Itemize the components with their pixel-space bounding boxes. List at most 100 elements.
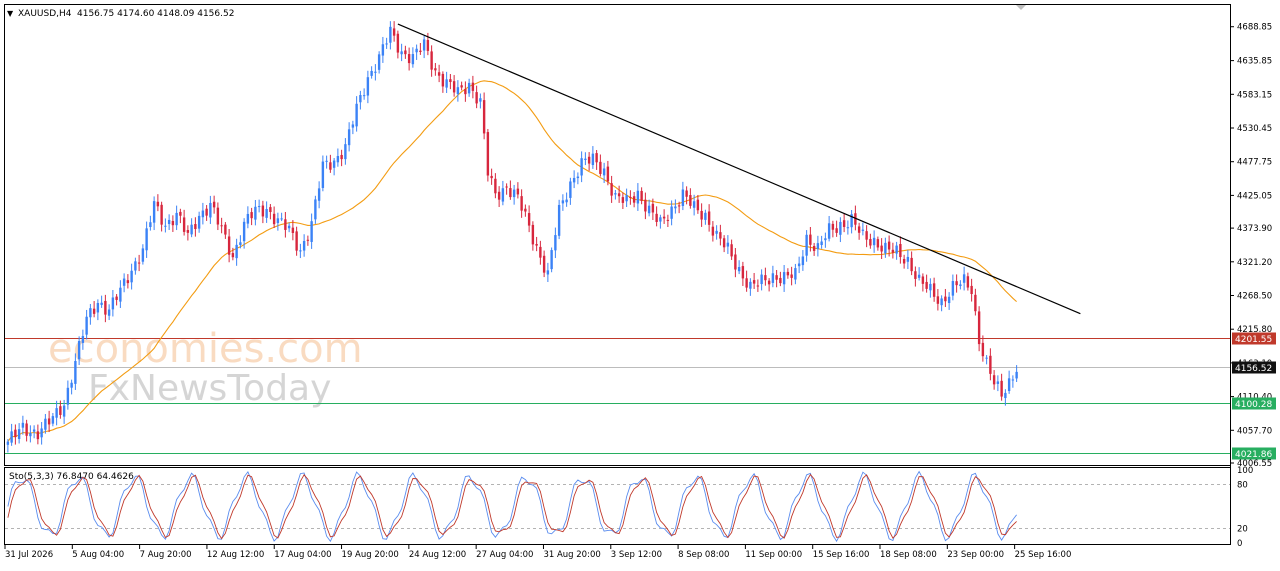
candle-body (887, 241, 891, 250)
candle-body (524, 208, 527, 212)
candle-body (160, 204, 163, 225)
candle (167, 214, 171, 230)
candle (284, 211, 287, 238)
candle (647, 199, 651, 217)
candle (951, 274, 955, 301)
trendline-layer[interactable] (397, 23, 1081, 315)
candle (366, 70, 370, 104)
candle (959, 280, 962, 290)
time-tick-label: 7 Aug 20:00 (140, 550, 192, 560)
candle-body (857, 226, 861, 233)
candle-body (936, 296, 940, 304)
candle-body (685, 190, 688, 197)
candle-body (955, 281, 958, 286)
candle (246, 206, 250, 229)
candle (640, 187, 643, 205)
candle-body (415, 48, 418, 53)
candle-body (580, 158, 583, 176)
candle-body (486, 132, 490, 176)
candle-body (182, 217, 186, 232)
candle (74, 353, 77, 390)
candle-body (407, 54, 411, 64)
candle (92, 301, 96, 318)
candle (741, 261, 745, 286)
candle-body (655, 213, 658, 222)
candle (557, 199, 561, 240)
candle-body (820, 241, 823, 246)
candle-body (250, 212, 253, 219)
candle (29, 425, 32, 443)
candle-body (25, 423, 28, 436)
candle-body (539, 246, 542, 258)
descending-trendline[interactable] (397, 23, 1081, 315)
moving-average-line (7, 80, 1017, 442)
candle-body (381, 44, 385, 56)
candle-body (452, 81, 456, 93)
candle-body (55, 408, 58, 418)
candle (1007, 370, 1011, 394)
candle (786, 268, 790, 279)
candle-body (606, 166, 610, 182)
candle (227, 228, 231, 263)
candle (370, 66, 373, 79)
candle-body (325, 160, 328, 162)
candle (216, 202, 220, 231)
candle-body (104, 300, 107, 315)
candle-body (677, 205, 681, 207)
candle-body (475, 92, 478, 104)
candle (629, 190, 632, 205)
candle (104, 294, 107, 323)
candle (336, 148, 340, 167)
candle-body (254, 206, 257, 220)
candle-body (269, 207, 272, 213)
candle-body (464, 89, 467, 95)
candle (936, 289, 940, 311)
candle (602, 162, 606, 184)
candle (584, 152, 587, 166)
candle (902, 254, 906, 269)
menu-triangle-icon[interactable]: ▼ (7, 9, 14, 18)
candle-body (314, 199, 317, 220)
candle (767, 278, 771, 292)
candle (179, 208, 182, 224)
candle-body (422, 39, 426, 51)
candle-body (846, 227, 850, 229)
candle-body (719, 232, 722, 239)
candle-body (520, 196, 523, 211)
levels-layer (5, 338, 1230, 454)
candle-body (632, 196, 636, 203)
candle-body (921, 276, 925, 284)
time-tick-label: 3 Sep 12:00 (611, 550, 662, 560)
candle (827, 215, 831, 242)
candle (396, 30, 400, 59)
candle-body (726, 242, 730, 247)
candle-body (21, 422, 25, 428)
candle-body (572, 177, 576, 183)
candle-body (261, 205, 265, 217)
candle-body (235, 244, 238, 259)
candle-body (782, 272, 786, 285)
candle-body (899, 244, 902, 258)
candle-body (280, 218, 283, 220)
candle (805, 230, 808, 262)
candle (306, 235, 310, 246)
time-tick-label: 8 Sep 08:00 (678, 550, 729, 560)
candle-body (1015, 371, 1018, 379)
candle (775, 270, 778, 288)
candle (14, 424, 17, 445)
candle-body (722, 238, 726, 248)
candle (617, 185, 621, 203)
candle (501, 180, 505, 206)
candle (239, 235, 242, 249)
candle (329, 154, 332, 173)
candle-body (77, 341, 81, 360)
chart-shift-marker-icon[interactable] (1016, 5, 1026, 10)
candle (351, 120, 355, 135)
candle (681, 181, 685, 211)
candle (119, 280, 122, 308)
candle (944, 288, 947, 308)
candle-body (490, 175, 493, 179)
candle (122, 273, 126, 293)
